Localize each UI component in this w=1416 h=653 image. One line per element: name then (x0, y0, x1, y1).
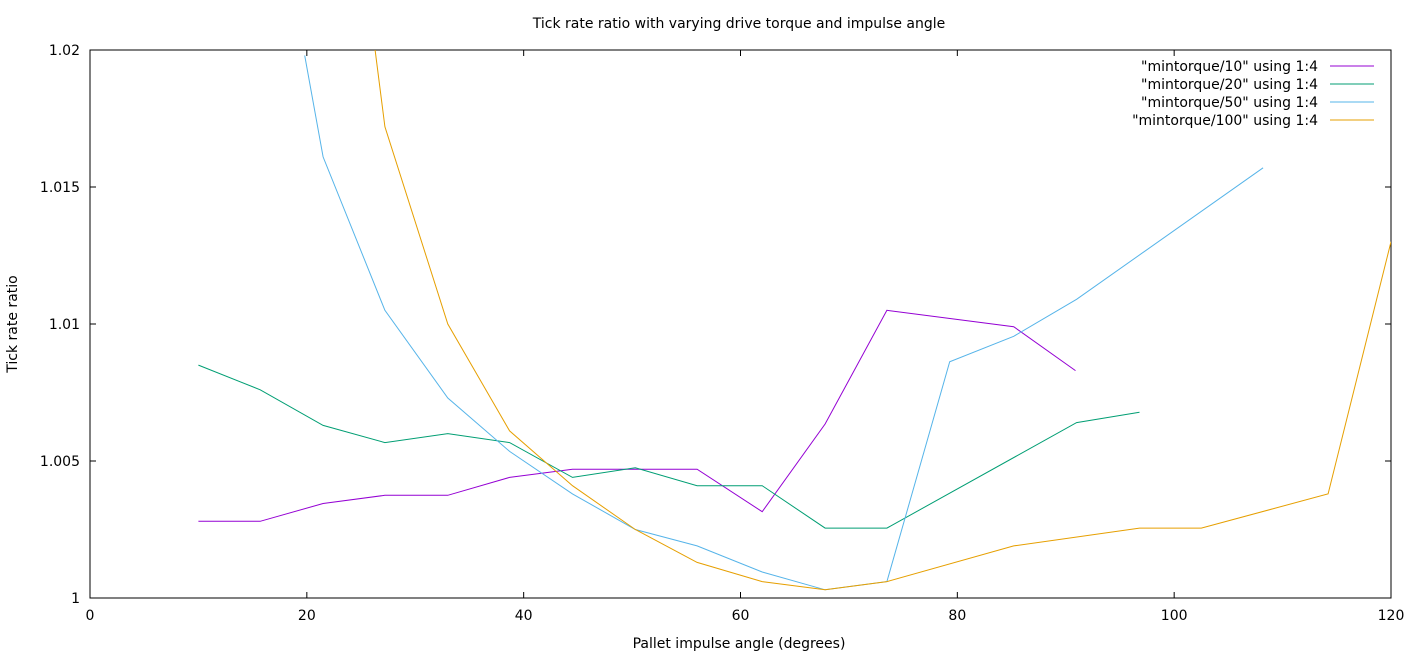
series-line-2 (198, 364, 1140, 529)
y-tick-label: 1.005 (40, 454, 80, 470)
y-tick-label: 1 (71, 591, 80, 607)
plot-border (89, 49, 1392, 599)
x-tick-label: 100 (1161, 608, 1188, 624)
x-tick-label: 40 (515, 608, 533, 624)
series-line-4 (374, 50, 1391, 591)
legend-label-3: "mintorque/50" using 1:4 (1141, 95, 1318, 111)
legend: "mintorque/10" using 1:4 "mintorque/20" u… (1132, 59, 1374, 129)
y-axis-label: Tick rate ratio (5, 275, 21, 373)
series-line-1 (198, 309, 1076, 522)
x-axis-label: Pallet impulse angle (degrees) (633, 636, 846, 652)
x-tick-label: 20 (298, 608, 316, 624)
y-tick-label: 1.02 (49, 43, 80, 59)
y-axis: 1 1.005 1.01 1.015 1.02 (40, 43, 1391, 607)
series-line-3 (304, 55, 1264, 591)
chart-title: Tick rate ratio with varying drive torqu… (532, 16, 945, 32)
x-tick-label: 0 (86, 608, 95, 624)
plot-frame (89, 49, 1392, 599)
y-tick-label: 1.015 (40, 180, 80, 196)
x-tick-label: 80 (948, 608, 966, 624)
y-tick-label: 1.01 (49, 317, 80, 333)
series-layer (198, 50, 1391, 591)
x-tick-label: 120 (1378, 608, 1405, 624)
legend-label-2: "mintorque/20" using 1:4 (1141, 77, 1318, 93)
x-axis: 0 20 40 60 80 100 120 (86, 50, 1405, 624)
legend-label-4: "mintorque/100" using 1:4 (1132, 113, 1318, 129)
legend-label-1: "mintorque/10" using 1:4 (1141, 59, 1318, 75)
x-tick-label: 60 (732, 608, 750, 624)
